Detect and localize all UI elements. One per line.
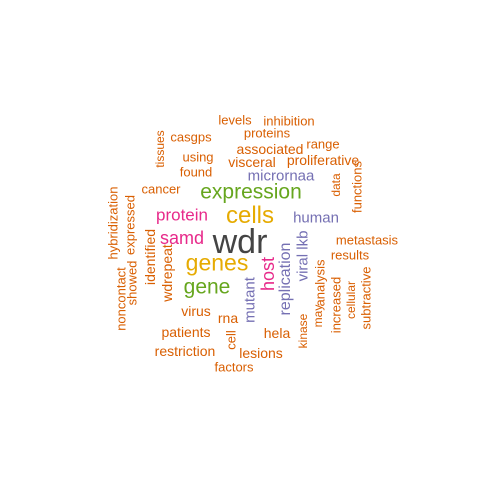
word-factors: factors: [214, 359, 254, 375]
word-genes: genes: [185, 249, 249, 276]
word-gene: gene: [183, 275, 231, 299]
word-micrornaa: micrornaa: [247, 167, 315, 185]
word-inhibition: inhibition: [263, 113, 315, 129]
word-results: results: [330, 247, 370, 263]
word-hela: hela: [263, 325, 291, 341]
word-visceral: visceral: [228, 154, 276, 170]
word-replication: replication: [277, 242, 294, 316]
word-wdrepeat: wdrepeat: [159, 244, 175, 302]
word-kinase: kinase: [296, 313, 310, 349]
word-range: range: [306, 136, 340, 152]
word-expressed: expressed: [122, 195, 138, 255]
word-protein: protein: [156, 205, 208, 225]
word-cell: cell: [223, 330, 239, 350]
word-human: human: [293, 209, 339, 227]
word-levels: levels: [218, 112, 252, 128]
word-proteins: proteins: [243, 125, 291, 141]
word-casgps: casgps: [170, 129, 212, 145]
word-samd: samd: [159, 228, 205, 248]
word-mutant: mutant: [241, 277, 259, 323]
word-identified: identified: [142, 228, 158, 286]
word-patients: patients: [161, 324, 211, 340]
word-host: host: [258, 256, 278, 292]
word-virus: virus: [181, 303, 211, 319]
word-may: may: [311, 304, 325, 328]
word-cancer: cancer: [141, 181, 181, 197]
word-found: found: [179, 164, 213, 180]
word-functions: functions: [349, 160, 365, 214]
word-wdr: wdr: [212, 223, 268, 261]
word-noncontact: noncontact: [113, 267, 129, 331]
word-viral-lkb: viral lkb: [294, 230, 312, 282]
word-analysis: analysis: [312, 259, 328, 307]
word-subtractive: subtractive: [358, 266, 374, 330]
word-cells: cells: [225, 202, 275, 229]
word-metastasis: metastasis: [335, 232, 399, 248]
word-restriction: restriction: [154, 343, 216, 359]
word-using: using: [182, 149, 214, 165]
word-data: data: [329, 173, 343, 197]
word-hybridization: hybridization: [105, 186, 121, 260]
word-rna: rna: [217, 310, 239, 326]
word-increased: increased: [328, 276, 344, 334]
word-lesions: lesions: [239, 345, 283, 361]
word-expression: expression: [200, 180, 302, 204]
word-tissues: tissues: [153, 130, 167, 168]
word-cellular: cellular: [344, 280, 358, 320]
word-proliferative: proliferative: [286, 152, 360, 168]
word-associated: associated: [236, 141, 304, 157]
